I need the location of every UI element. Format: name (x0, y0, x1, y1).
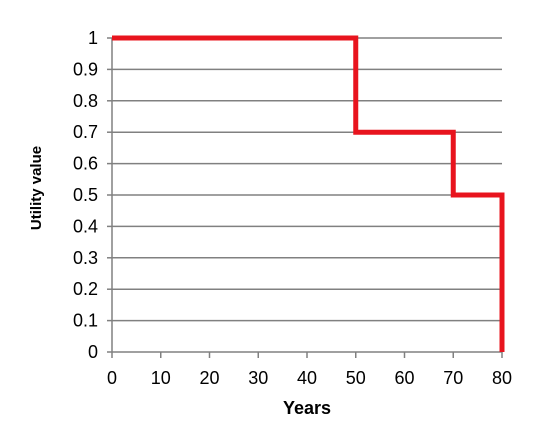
x-tick-label-4: 40 (297, 368, 317, 388)
x-tick-label-8: 80 (492, 368, 512, 388)
axes (107, 37, 503, 358)
y-tick-label-7: 0.7 (73, 122, 98, 142)
y-tick-label-9: 0.9 (73, 59, 98, 79)
gridlines (112, 37, 502, 322)
x-tick-label-5: 50 (346, 368, 366, 388)
y-tick-label-8: 0.8 (73, 91, 98, 111)
y-tick-label-10: 1 (88, 28, 98, 48)
x-tick-label-3: 30 (248, 368, 268, 388)
y-tick-label-2: 0.2 (73, 279, 98, 299)
x-axis-title: Years (283, 398, 331, 418)
x-tick-label-1: 10 (151, 368, 171, 388)
y-tick-label-0: 0 (88, 342, 98, 362)
series-line-0 (112, 35, 505, 352)
x-tick-label-2: 20 (199, 368, 219, 388)
x-tick-label-6: 60 (394, 368, 414, 388)
x-tick-label-0: 0 (107, 368, 117, 388)
y-tick-label-1: 0.1 (73, 311, 98, 331)
data-series (112, 35, 505, 352)
y-tick-label-4: 0.4 (73, 216, 98, 236)
y-tick-labels: 0 0.1 0.2 0.3 0.4 0.5 0.6 0.7 0.8 0.9 1 (73, 28, 98, 362)
y-tick-label-6: 0.6 (73, 154, 98, 174)
y-tick-label-5: 0.5 (73, 185, 98, 205)
x-tick-labels: 0 10 20 30 40 50 60 70 80 (107, 368, 512, 388)
y-tick-label-3: 0.3 (73, 248, 98, 268)
x-tick-label-7: 70 (443, 368, 463, 388)
y-axis-title: Utility value (28, 146, 45, 230)
